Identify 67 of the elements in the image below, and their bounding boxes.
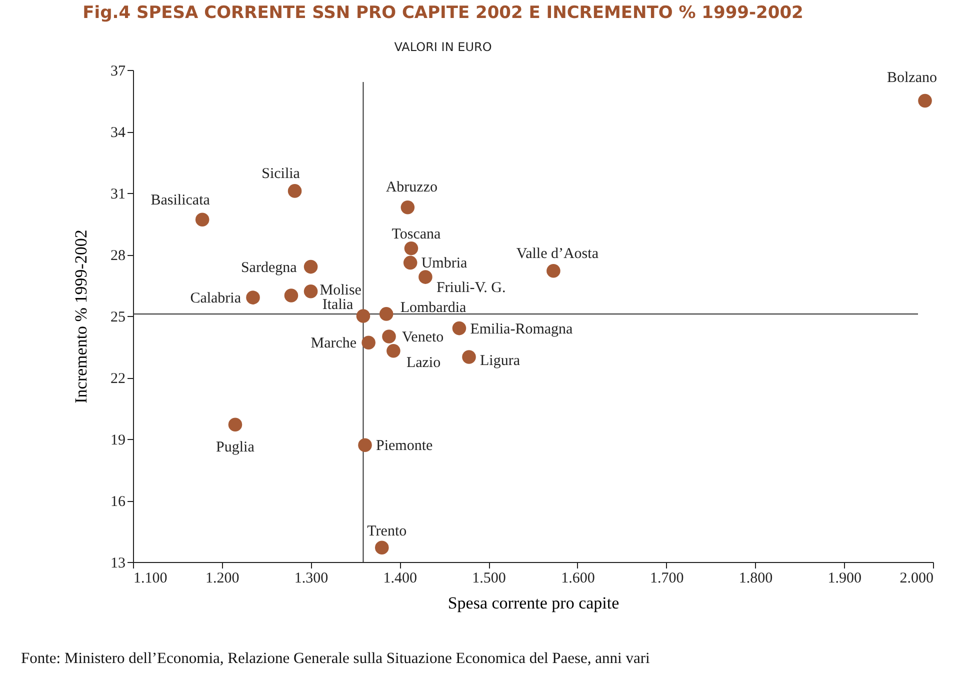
annotation: Puglia [216,440,255,456]
point [228,418,242,432]
point [374,540,389,555]
annotation: Emilia-Romagna [470,321,574,338]
x-tick-label: 1.600 [561,570,595,586]
annotation: Friuli-V. G. [436,280,506,296]
point [918,94,932,108]
y-tick-label: 19 [110,432,126,448]
y-tick-label: 34 [110,125,126,141]
annotation: Sardegna [240,260,298,276]
y-tick-label: 25 [110,310,126,326]
annotation: Marche [310,336,357,352]
point [452,321,466,336]
x-tick-label: 1.800 [738,570,773,586]
point [304,260,318,274]
point [246,290,260,304]
annotation: Valle d’Aosta [516,246,599,262]
x-tick-label: 2.000 [900,570,934,586]
y-axis-title: Incremento % 1999-2002 [72,230,90,404]
annotation: Veneto [402,330,444,346]
x-axis-title: Spesa corrente pro capite [448,594,620,612]
annotation: Umbria [421,256,468,272]
x-tick-label: 1.700 [650,570,684,586]
point [362,336,376,350]
point [404,241,418,256]
point [418,270,432,284]
y-tick-label: 22 [110,371,126,387]
annotation: Calabria [190,290,242,307]
point [400,200,415,214]
point [304,284,318,298]
annotation: Trento [367,524,407,540]
x-tick-label: 1.400 [383,570,418,586]
annotation: Italia [322,297,354,313]
point [356,309,370,323]
x-tick-label: 1.100 [134,570,168,586]
y-tick-label: 31 [110,186,126,202]
point [195,212,210,227]
x-tick-label: 1.300 [294,570,328,586]
y-tick-label: 13 [110,556,126,572]
chart-subtitle: VALORI IN EURO [394,40,492,54]
point [386,344,400,358]
point [462,350,476,364]
point [403,256,418,270]
y-tick-label: 37 [110,64,126,80]
y-tick-label: 28 [110,248,126,264]
point [379,307,394,321]
y-tick-label: 16 [110,494,126,510]
chart-title: Fig.4 SPESA CORRENTE SSN PRO CAPITE 2002 E INCREMENTO % 1999-2002 [82,3,804,23]
point [546,264,560,278]
annotation: Lazio [406,354,441,371]
annotation: Lombardia [400,300,466,316]
annotation: Piemonte [376,438,433,454]
point [288,184,302,198]
annotation: Molise [320,282,362,298]
annotation: Abruzzo [386,179,438,196]
x-tick-label: 1.500 [472,570,506,586]
annotation: Bolzano [887,70,937,86]
annotation: Sicilia [262,166,300,182]
x-tick-label: 1.900 [828,570,862,586]
x-tick-label: 1.200 [206,570,240,586]
point [358,438,372,452]
annotation: Basilicata [150,192,210,209]
annotation: Ligura [480,353,520,369]
source-note: Fonte: Ministero dell’Economia, Relazione Generale sulla Situazione Economica del Paese, anni vari [21,650,651,667]
point [284,288,298,302]
point [382,330,396,344]
annotation: Toscana [392,226,442,242]
